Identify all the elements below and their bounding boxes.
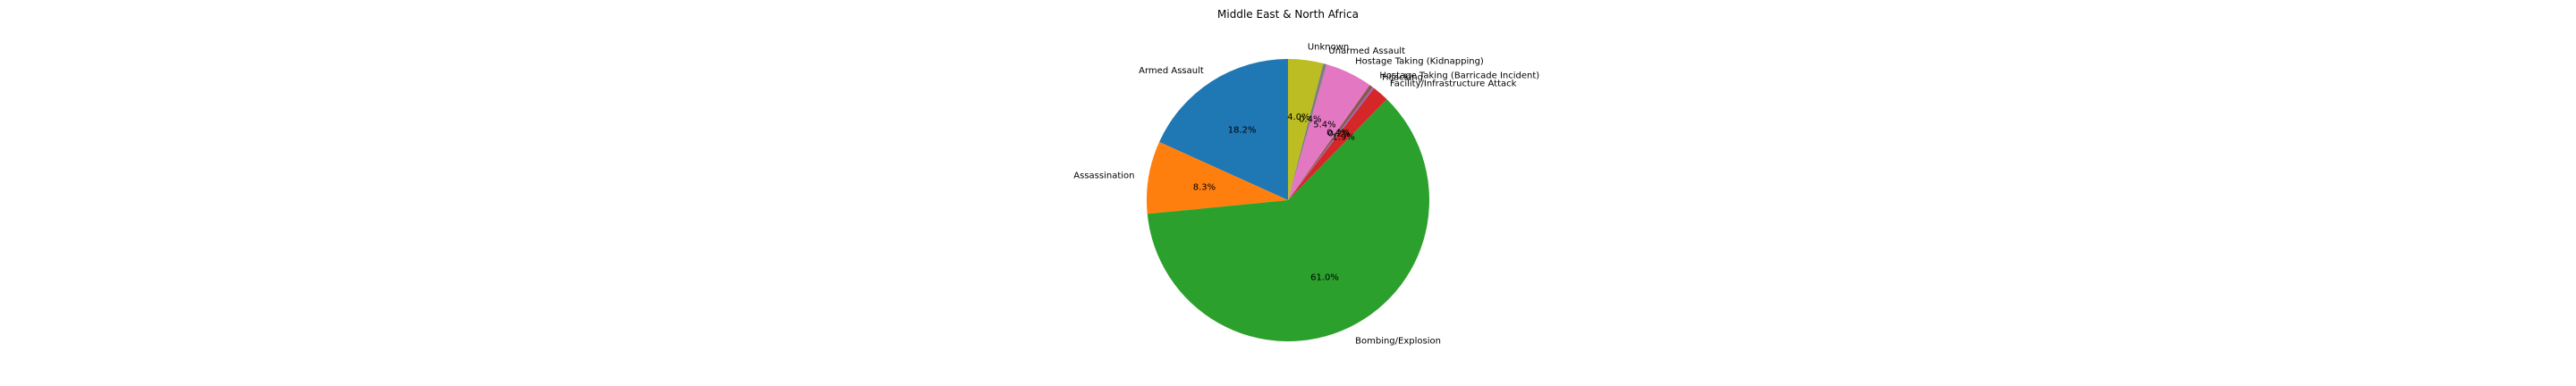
category-label-hostage-taking-kidnapping: Hostage Taking (Kidnapping) <box>1355 56 1484 66</box>
pie-slice-hostage-taking-kidnapping <box>1288 64 1370 200</box>
category-label-assassination: Assassination <box>1073 172 1134 181</box>
pct-label-unarmed-assault: 0.4% <box>1299 114 1321 124</box>
category-label-unarmed-assault: Unarmed Assault <box>1328 46 1405 56</box>
pie-slice-bombing-explosion <box>1147 99 1429 341</box>
pct-label-armed-assault: 18.2% <box>1228 125 1257 135</box>
pie-slice-unarmed-assault <box>1288 63 1327 200</box>
pct-label-unknown: 4.0% <box>1287 113 1309 122</box>
pct-label-hostage-taking-barricade-incident: 0.4% <box>1326 128 1349 138</box>
category-label-armed-assault: Armed Assault <box>1139 66 1204 76</box>
category-label-hijacking: Hijacking <box>1382 72 1423 82</box>
pie-percent-labels: 18.2%8.3%61.0%1.9%0.2%0.4%5.4%0.4%4.0% <box>1193 113 1355 283</box>
category-label-unknown: Unknown <box>1308 43 1349 53</box>
pie-slice-unknown <box>1288 59 1324 200</box>
category-label-bombing-explosion: Bombing/Explosion <box>1355 337 1441 347</box>
pie-slices <box>1147 59 1429 341</box>
pct-label-assassination: 8.3% <box>1193 183 1216 193</box>
pie-slice-armed-assault <box>1159 59 1288 200</box>
pie-slice-hijacking <box>1288 87 1375 200</box>
pct-label-hostage-taking-kidnapping: 5.4% <box>1313 121 1335 130</box>
pie-category-labels: Armed Assault Assassination Bombing/Explos… <box>1073 43 1539 347</box>
pct-label-facility-infrastructure-attack: 1.9% <box>1332 132 1354 142</box>
pie-slice-hostage-taking-barricade-incident <box>1288 85 1373 200</box>
pct-label-hijacking: 0.2% <box>1328 129 1351 138</box>
category-label-facility-infrastructure-attack: Facility/Infrastructure Attack <box>1390 80 1517 89</box>
pie-slice-facility-infrastructure-attack <box>1288 88 1387 200</box>
chart-title: Middle East & North Africa <box>1217 8 1359 21</box>
pct-label-bombing-explosion: 61.0% <box>1310 273 1339 282</box>
category-label-hostage-taking-barricade-incident: Hostage Taking (Barricade Incident) <box>1379 71 1539 81</box>
pie-slice-assassination <box>1147 141 1288 214</box>
